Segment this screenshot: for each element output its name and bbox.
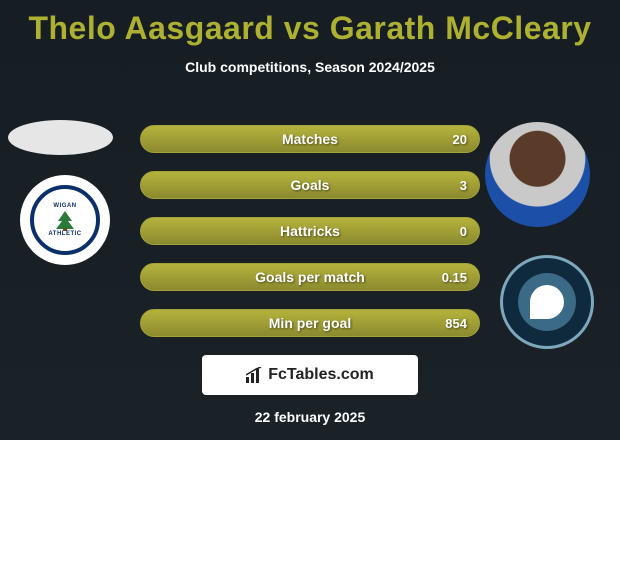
logo-text: FcTables.com: [268, 366, 374, 384]
wycombe-badge-inner: [518, 273, 576, 331]
page-title: Thelo Aasgaard vs Garath McCleary: [0, 0, 620, 47]
stat-row-min-per-goal: Min per goal 854: [140, 309, 480, 337]
stat-label: Hattricks: [280, 223, 340, 239]
stat-row-goals: Goals 3: [140, 171, 480, 199]
player-left-avatar-placeholder: [8, 120, 113, 155]
stat-row-matches: Matches 20: [140, 125, 480, 153]
stat-label: Goals: [291, 177, 330, 193]
stat-value: 0.15: [442, 270, 467, 285]
stat-label: Goals per match: [255, 269, 365, 285]
subtitle: Club competitions, Season 2024/2025: [0, 59, 620, 75]
stat-label: Matches: [282, 131, 338, 147]
stat-value: 3: [460, 178, 467, 193]
player-right-avatar: [485, 122, 590, 227]
wigan-badge-text-bottom: ATHLETIC: [48, 231, 81, 237]
player-right-club-badge: [500, 255, 600, 355]
date-label: 22 february 2025: [0, 409, 620, 425]
wigan-badge-outer: WIGAN ATHLETIC: [20, 175, 110, 265]
stat-value: 854: [445, 316, 467, 331]
stat-value: 20: [453, 132, 467, 147]
wigan-badge-inner: WIGAN ATHLETIC: [30, 185, 100, 255]
player-left-club-badge: WIGAN ATHLETIC: [20, 175, 120, 265]
stat-label: Min per goal: [269, 315, 351, 331]
stat-value: 0: [460, 224, 467, 239]
bar-chart-icon: [246, 367, 264, 383]
stat-row-goals-per-match: Goals per match 0.15: [140, 263, 480, 291]
wycombe-badge-outer: [500, 255, 594, 349]
source-logo: FcTables.com: [202, 355, 418, 395]
comparison-card: Thelo Aasgaard vs Garath McCleary Club c…: [0, 0, 620, 440]
stats-container: Matches 20 Goals 3 Hattricks 0 Goals per…: [140, 125, 480, 355]
swan-icon: [530, 285, 564, 319]
stat-row-hattricks: Hattricks 0: [140, 217, 480, 245]
wigan-tree-icon: [50, 209, 80, 231]
